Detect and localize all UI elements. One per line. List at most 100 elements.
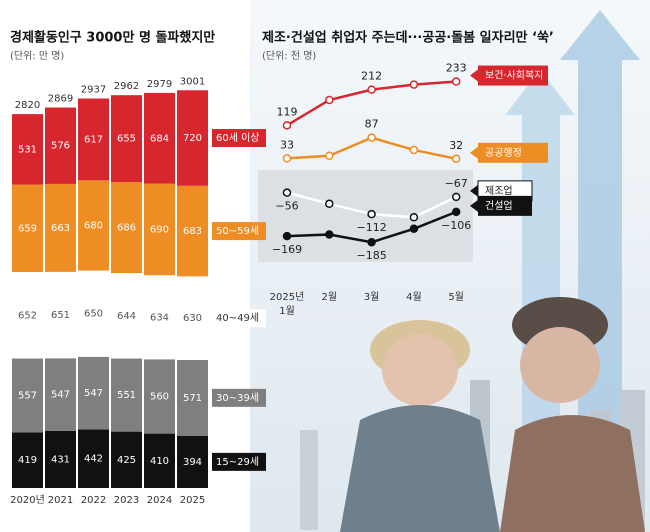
chart-subtitle: (단위: 천 명) <box>262 49 316 62</box>
legend-pointer <box>470 146 478 159</box>
value-label: 655 <box>117 134 136 145</box>
value-label: 87 <box>365 118 379 131</box>
point <box>451 77 461 86</box>
point <box>282 188 292 197</box>
x-tick-label: 3월 <box>364 291 380 303</box>
point <box>451 154 461 164</box>
value-label: 680 <box>84 220 103 231</box>
value-label: 431 <box>51 454 70 465</box>
value-label: 531 <box>18 144 37 155</box>
bar-segment <box>12 184 43 273</box>
bar-segment <box>45 107 76 184</box>
value-label: 394 <box>183 457 202 468</box>
value-label: 119 <box>277 105 298 118</box>
value-label: 659 <box>18 223 37 234</box>
value-label: 212 <box>361 70 382 83</box>
legend-label: 건설업 <box>485 199 513 212</box>
total-label: 2962 <box>114 81 139 92</box>
bar-segment <box>111 182 142 274</box>
value-label: 442 <box>84 454 103 465</box>
legend-pointer <box>470 69 478 82</box>
value-label: 651 <box>51 310 70 321</box>
point <box>282 231 292 241</box>
value-label: 547 <box>84 388 103 399</box>
legend-label: 40~49세 <box>216 312 259 324</box>
value-label: 32 <box>449 139 463 152</box>
bar-segment <box>144 92 175 184</box>
bar-segment <box>111 358 142 432</box>
value-label: 551 <box>117 390 136 401</box>
value-label: 571 <box>183 393 202 404</box>
bar-segment <box>111 431 142 488</box>
value-label: 547 <box>51 390 70 401</box>
total-label: 2869 <box>48 94 73 105</box>
x-tick-label: 2021 <box>48 495 73 506</box>
legend-label: 60세 이상 <box>216 132 260 144</box>
value-label: 644 <box>117 311 136 322</box>
bar-segment <box>78 429 109 488</box>
value-label: 686 <box>117 223 136 234</box>
point <box>451 192 461 202</box>
point <box>325 151 334 160</box>
value-label: −106 <box>441 219 471 232</box>
bar-segment <box>111 273 142 359</box>
bar-segment <box>111 95 142 183</box>
legend-label: 보건·사회복지 <box>485 70 543 82</box>
point <box>325 199 334 209</box>
chart-title: 경제활동인구 3000만 명 돌파했지만 <box>10 30 215 46</box>
bar-segment <box>144 433 175 488</box>
legend-label: 제조업 <box>485 184 513 197</box>
bar-segment <box>45 271 76 359</box>
legend-box <box>212 388 266 407</box>
total-label: 2937 <box>81 84 106 95</box>
legend-box <box>478 65 548 86</box>
bar-segment <box>45 430 76 488</box>
value-label: 634 <box>150 312 169 323</box>
legend-label: 50~59세 <box>216 225 259 237</box>
point <box>409 80 419 89</box>
x-tick-label: 2020년 <box>10 494 45 506</box>
point <box>282 154 292 163</box>
x-tick-label: 2025 <box>180 495 205 506</box>
value-label: 683 <box>183 226 202 237</box>
legend-box <box>478 195 532 216</box>
point <box>409 145 419 155</box>
legend-pointer <box>470 184 478 197</box>
panel <box>258 170 473 262</box>
x-tick-label: 5월 <box>448 291 464 303</box>
value-label: −112 <box>356 221 386 234</box>
bar-segment <box>78 356 109 430</box>
value-label: 410 <box>150 456 169 467</box>
value-label: 233 <box>446 62 467 75</box>
total-label: 2820 <box>15 100 40 111</box>
legend-box <box>212 222 266 241</box>
bar-segment <box>177 359 208 436</box>
point <box>367 237 376 247</box>
value-label: 630 <box>183 313 202 324</box>
value-label: 557 <box>18 390 37 401</box>
value-label: 684 <box>150 133 169 144</box>
x-tick-label: 2025년 1월 <box>270 291 305 317</box>
value-label: −185 <box>356 249 386 262</box>
point <box>367 209 376 219</box>
x-tick-label: 2022 <box>81 495 106 506</box>
point <box>451 207 461 217</box>
bar-segment <box>177 435 208 488</box>
value-label: 690 <box>150 224 169 235</box>
point <box>367 85 376 94</box>
value-label: 663 <box>51 223 70 234</box>
bar-segment <box>144 359 175 434</box>
point <box>367 133 376 142</box>
x-tick-label: 2024 <box>147 495 172 506</box>
chart-subtitle: (단위: 만 명) <box>10 49 64 62</box>
bar-segment <box>12 358 43 433</box>
legend-box <box>478 142 548 163</box>
legend-box <box>212 452 266 471</box>
value-label: 652 <box>18 310 37 321</box>
value-label: 650 <box>84 309 103 320</box>
bar-segment <box>78 98 109 181</box>
x-tick-label: 2023 <box>114 495 139 506</box>
x-tick-label: 2월 <box>322 291 338 303</box>
chart-title: 제조·건설업 취업자 주는데···공공·돌봄 일자리만 ‘쑥’ <box>262 30 554 46</box>
bar-segment <box>12 432 43 488</box>
